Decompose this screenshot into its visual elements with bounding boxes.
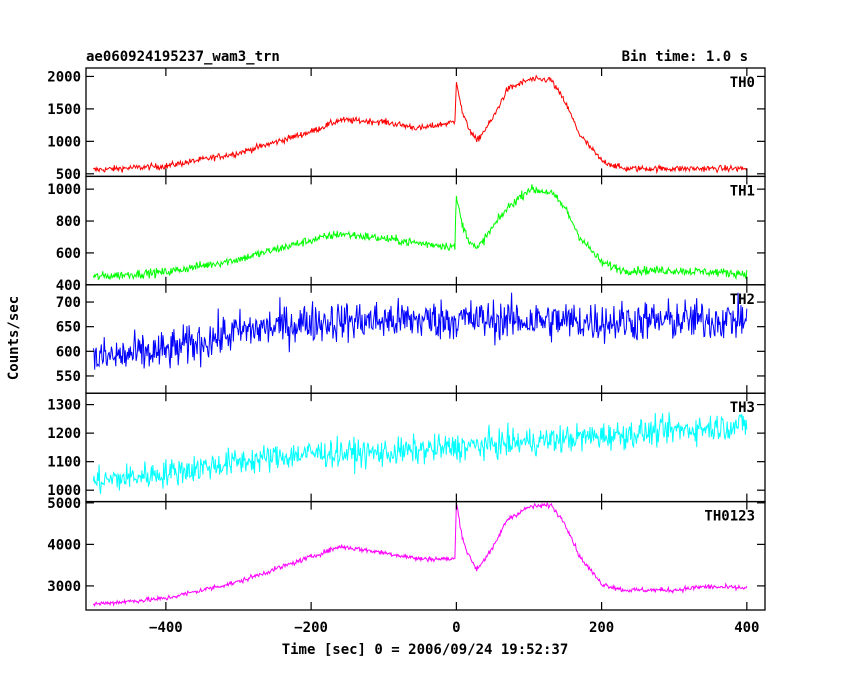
- panel-th0123: 3000 4000 5000 TH0123: [47, 496, 766, 611]
- y-tick-label: 1000: [47, 134, 81, 150]
- panel-label-th0: TH0: [730, 75, 755, 91]
- series-line-th0123: [92, 501, 748, 608]
- series-line-th0: [93, 74, 748, 175]
- y-tick-label: 400: [56, 278, 81, 294]
- panel-label-th1: TH1: [730, 183, 755, 199]
- x-tick-label: 200: [589, 620, 614, 636]
- x-axis-label: Time [sec] 0 = 2006/09/24 19:52:37: [282, 642, 569, 658]
- y-tick-label: 700: [56, 295, 81, 311]
- y-tick-label: 1100: [47, 455, 81, 471]
- y-axis-label: Counts/sec: [6, 296, 22, 380]
- x-axis: −400 −200 0 200 400: [149, 620, 759, 636]
- panel-frame: [85, 500, 766, 611]
- y-tick-label: 4000: [47, 537, 81, 553]
- y-tick-label: 1500: [47, 102, 81, 118]
- x-tick-label: 400: [734, 620, 759, 636]
- panel-th2: 550 600 650 700 TH2: [56, 284, 766, 394]
- y-tick-label: 500: [56, 167, 81, 183]
- y-tick-label: 550: [56, 369, 81, 385]
- y-tick-label: 2000: [47, 69, 81, 85]
- y-tick-label: 800: [56, 214, 81, 230]
- y-tick-label: 1000: [47, 182, 81, 198]
- series-line-th2: [92, 292, 748, 370]
- series-line-th1: [92, 184, 748, 281]
- panel-th0: 500 1000 1500 2000 TH0: [47, 67, 766, 183]
- panel-label-th3: TH3: [730, 400, 755, 416]
- x-tick-label: 0: [452, 620, 460, 636]
- y-tick-label: 3000: [47, 579, 81, 595]
- y-tick-label: 600: [56, 344, 81, 360]
- series-line-th3: [92, 412, 748, 495]
- panel-frame: [85, 392, 766, 503]
- y-tick-label: 650: [56, 320, 81, 336]
- y-tick-label: 600: [56, 246, 81, 262]
- y-tick-label: 5000: [47, 496, 81, 512]
- x-tick-label: −200: [294, 620, 328, 636]
- y-tick-label: 1000: [47, 483, 81, 499]
- chart-title: ae060924195237_wam3_trn: [86, 49, 280, 65]
- y-tick-label: 1300: [47, 398, 81, 414]
- bin-time-label: Bin time: 1.0 s: [622, 49, 748, 65]
- x-tick-label: −400: [149, 620, 183, 636]
- panel-frame: [85, 67, 766, 178]
- panel-frame: [85, 284, 766, 394]
- panel-label-th0123: TH0123: [704, 509, 755, 525]
- panel-label-th2: TH2: [730, 292, 755, 308]
- panel-th1: 400 600 800 1000 TH1: [47, 175, 766, 294]
- y-tick-label: 1200: [47, 426, 81, 442]
- panel-th3: 1000 1100 1200 1300 TH3: [47, 392, 766, 503]
